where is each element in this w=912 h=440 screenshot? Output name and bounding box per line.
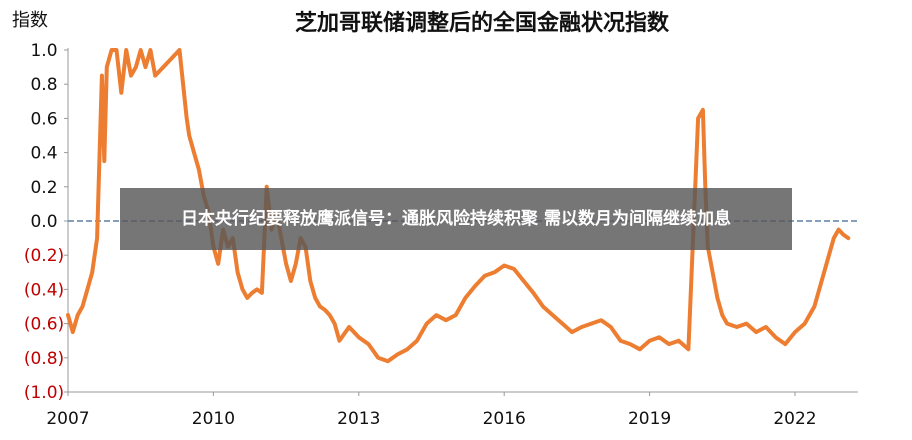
y-tick-label: 0.6	[30, 109, 57, 129]
y-axis-label: 指数	[12, 10, 48, 31]
y-tick-label: (0.4)	[24, 280, 64, 300]
x-tick-label: 2010	[192, 409, 235, 429]
y-tick-labels: 1.0 0.8 0.6 0.4 0.2 0.0 (0.2) (0.4) (0.6) (0.8) (1…	[24, 41, 68, 403]
chart-title: 芝加哥联储调整后的全国金融状况指数	[295, 10, 670, 36]
y-tick-label: (0.2)	[24, 246, 64, 266]
x-tick-label: 2016	[483, 409, 526, 429]
y-tick-label: (1.0)	[24, 383, 64, 403]
y-tick-label: 0.2	[30, 178, 57, 198]
y-tick-label: 1.0	[30, 41, 57, 61]
x-tick-label: 2013	[337, 409, 380, 429]
news-headline-text: 日本央行纪要释放鹰派信号：通胀风险持续积聚 需以数月为间隔继续加息	[181, 209, 731, 229]
y-tick-label: 0.8	[30, 75, 57, 95]
y-tick-label: 0.0	[30, 212, 57, 232]
x-tick-label: 2019	[628, 409, 671, 429]
news-headline-overlay[interactable]: 日本央行纪要释放鹰派信号：通胀风险持续积聚 需以数月为间隔继续加息	[120, 188, 792, 250]
y-tick-label: 0.4	[30, 144, 57, 164]
x-tick-labels: 2007 2010 2013 2016 2019 2022	[46, 392, 817, 429]
y-tick-label: (0.8)	[24, 349, 64, 369]
x-tick-label: 2022	[773, 409, 816, 429]
y-tick-label: (0.6)	[24, 315, 64, 335]
x-tick-label: 2007	[46, 409, 89, 429]
